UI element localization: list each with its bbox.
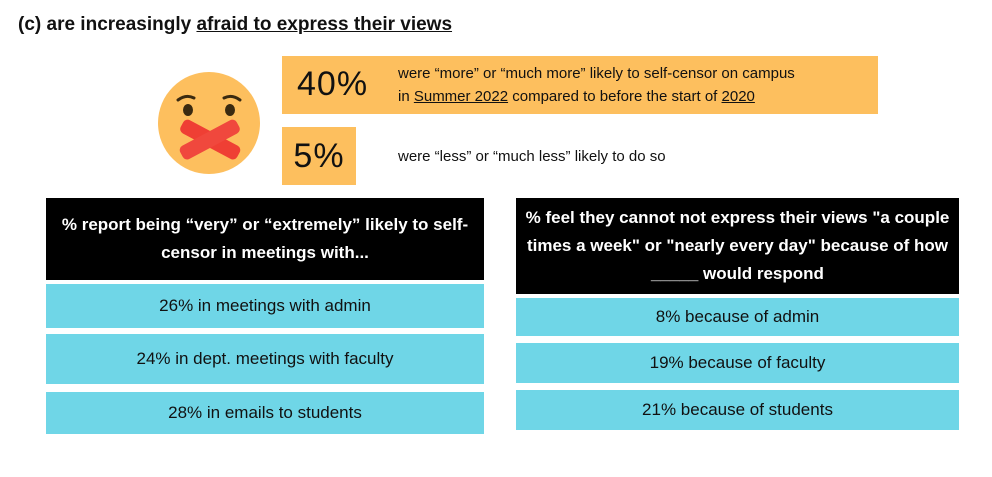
summer-2022-link: Summer 2022 xyxy=(413,88,509,105)
stat-40-value: 40% xyxy=(297,65,369,103)
heading-underlined: afraid to express their views xyxy=(196,14,453,35)
year-2020-link: 2020 xyxy=(721,88,755,105)
left-panel-header: % report being “very” or “extremely” lik… xyxy=(46,198,484,280)
section-heading: (c) are increasingly afraid to express t… xyxy=(18,14,452,36)
stat-5-box: 5% xyxy=(282,127,356,185)
stat-40-line1: were “more” or “much more” likely to sel… xyxy=(398,65,795,82)
face-with-crossed-mouth-tape-icon xyxy=(156,70,262,176)
stat-40-line2: in Summer 2022 compared to before the st… xyxy=(398,85,795,108)
list-item: 8% because of admin xyxy=(516,298,959,336)
stat-40-line2-mid: compared to before the start of xyxy=(508,88,722,105)
right-panel-header: % feel they cannot not express their vie… xyxy=(516,198,959,294)
stat-5-description: were “less” or “much less” likely to do … xyxy=(398,148,666,165)
list-item: 24% in dept. meetings with faculty xyxy=(46,334,484,384)
list-item: 21% because of students xyxy=(516,390,959,430)
stat-5-value: 5% xyxy=(293,136,345,175)
heading-prefix: (c) are increasingly xyxy=(18,14,197,35)
list-item: 26% in meetings with admin xyxy=(46,284,484,328)
left-panel: % report being “very” or “extremely” lik… xyxy=(46,198,484,434)
stat-40-line2-prefix: in xyxy=(398,88,414,105)
stat-40-description: were “more” or “much more” likely to sel… xyxy=(398,62,795,108)
right-panel: % feel they cannot not express their vie… xyxy=(516,198,959,430)
list-item: 28% in emails to students xyxy=(46,392,484,434)
list-item: 19% because of faculty xyxy=(516,343,959,383)
stat-40-box: 40% were “more” or “much more” likely to… xyxy=(282,56,878,114)
